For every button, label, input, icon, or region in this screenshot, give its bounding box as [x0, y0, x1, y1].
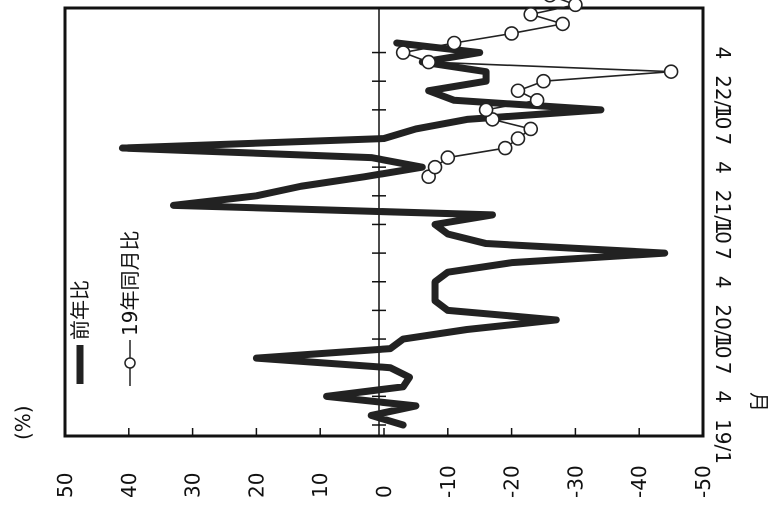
data-point-vs2019 — [544, 0, 556, 3]
month-tick-label: 21/1 — [711, 190, 735, 235]
month-tick-label: 22/1 — [711, 75, 735, 120]
legend: 前年比 19年同月比 — [68, 231, 142, 386]
data-point-vs2019 — [510, 83, 526, 99]
value-tick-label: 50 — [53, 473, 77, 498]
data-point-vs2019 — [568, 0, 583, 13]
value-tick-label: 0 — [372, 485, 396, 498]
series-line-yoy — [118, 39, 669, 429]
data-point-vs2019 — [523, 7, 539, 22]
data-point-vs2019 — [504, 26, 519, 41]
legend-marker-vs2019 — [124, 357, 136, 369]
unit-label: (%) — [11, 405, 35, 440]
value-tick-label: -20 — [500, 465, 524, 498]
month-tick-label: 7 — [711, 247, 735, 260]
legend-label-vs2019: 19年同月比 — [118, 231, 142, 336]
value-tick-label: -50 — [691, 465, 715, 498]
value-tick-label: -40 — [627, 465, 651, 498]
month-tick-label: 10 — [711, 104, 735, 129]
month-tick-label: 7 — [711, 362, 735, 375]
data-point-vs2019 — [446, 35, 462, 51]
data-point-vs2019 — [555, 16, 570, 32]
value-tick-label: 40 — [117, 473, 141, 498]
legend-item-vs2019: 19年同月比 — [118, 231, 142, 386]
series-vs2019 — [395, 0, 679, 184]
data-point-vs2019 — [478, 102, 494, 118]
value-tick-label: -10 — [436, 465, 460, 498]
data-point-vs2019 — [497, 140, 513, 156]
series-line-vs2019 — [402, 0, 672, 178]
series-layer — [118, 0, 679, 429]
data-point-vs2019 — [663, 64, 679, 79]
month-tick-label: 4 — [711, 276, 735, 289]
value-tick-label: 10 — [308, 473, 332, 498]
value-tick-label: -30 — [563, 465, 587, 498]
month-suffix: 月 — [747, 392, 771, 412]
month-tick-label: 7 — [711, 133, 735, 146]
value-tick-label: 20 — [244, 473, 268, 498]
legend-label-yoy: 前年比 — [68, 280, 92, 340]
month-tick-label: 4 — [711, 161, 735, 174]
data-point-vs2019 — [427, 159, 443, 175]
data-point-vs2019 — [510, 131, 526, 146]
month-tick-label: 20/1 — [711, 304, 735, 349]
data-point-vs2019 — [421, 54, 436, 70]
data-point-vs2019 — [536, 73, 551, 89]
plot-frame — [63, 6, 705, 438]
data-point-vs2019 — [523, 121, 539, 137]
value-tick-label: 30 — [181, 473, 205, 498]
month-tick-label: 10 — [711, 218, 735, 243]
month-tick-label: 4 — [711, 390, 735, 403]
series-yoy — [118, 39, 669, 429]
data-point-vs2019 — [529, 93, 545, 108]
data-point-vs2019 — [440, 150, 456, 165]
value-ticks: 50 40 30 20 10 0 -10 -20 -30 -40 -50 — [53, 428, 715, 498]
data-point-vs2019 — [395, 45, 411, 60]
month-tick-label: 19/1 — [711, 419, 735, 464]
month-tick-label: 4 — [711, 47, 735, 60]
legend-item-yoy: 前年比 — [68, 280, 92, 384]
month-tick-label: 10 — [711, 333, 735, 358]
